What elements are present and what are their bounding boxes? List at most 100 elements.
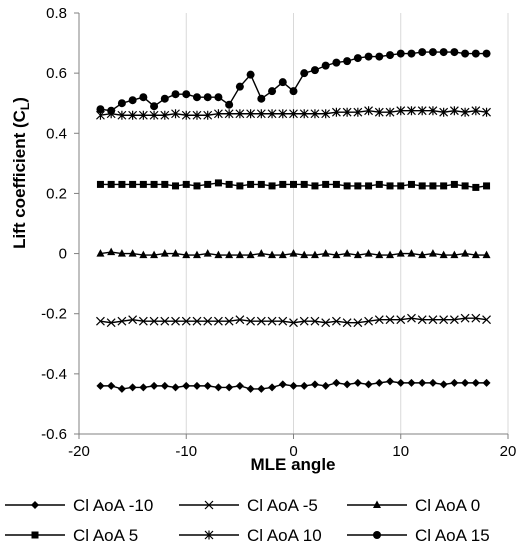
legend: Cl AoA -10 Cl AoA -5 Cl AoA 0 Cl AoA 5 Cl Ao… bbox=[5, 496, 490, 545]
data-point bbox=[267, 109, 277, 119]
data-point bbox=[299, 109, 309, 119]
data-point bbox=[482, 250, 491, 259]
data-point bbox=[428, 106, 438, 116]
data-point bbox=[364, 249, 373, 257]
data-point bbox=[396, 249, 405, 257]
data-point bbox=[396, 315, 406, 325]
data-point bbox=[386, 51, 395, 60]
data-point bbox=[300, 381, 309, 390]
data-point bbox=[182, 250, 191, 259]
data-point bbox=[396, 49, 405, 58]
axes bbox=[74, 12, 509, 439]
data-point bbox=[331, 107, 341, 117]
data-point bbox=[482, 107, 491, 117]
data-point bbox=[257, 384, 266, 393]
y-axis-title: Lift coefficient (CL) bbox=[10, 97, 32, 249]
data-point bbox=[482, 378, 491, 387]
data-point bbox=[128, 96, 137, 105]
legend-item: Cl AoA 5 bbox=[5, 526, 138, 545]
data-point bbox=[225, 383, 234, 392]
data-point bbox=[321, 381, 330, 390]
data-point bbox=[117, 110, 127, 120]
data-point bbox=[160, 381, 169, 390]
data-point bbox=[182, 381, 191, 390]
legend-marker bbox=[373, 500, 381, 508]
data-point bbox=[139, 383, 148, 392]
data-point bbox=[439, 380, 448, 389]
data-point bbox=[332, 180, 340, 188]
data-point bbox=[214, 93, 223, 102]
data-point bbox=[343, 380, 352, 389]
data-point bbox=[150, 381, 159, 390]
data-point bbox=[214, 250, 223, 259]
data-point bbox=[429, 182, 437, 190]
data-point bbox=[181, 316, 191, 326]
data-point bbox=[214, 383, 223, 392]
data-point bbox=[440, 182, 448, 190]
y-axis-title-subscript: L bbox=[18, 103, 32, 110]
data-point bbox=[149, 110, 159, 120]
data-point bbox=[450, 378, 459, 387]
data-point bbox=[396, 106, 406, 116]
data-point bbox=[461, 249, 470, 257]
data-point bbox=[449, 106, 459, 116]
data-point bbox=[332, 58, 341, 67]
data-point bbox=[471, 49, 480, 58]
data-point bbox=[257, 180, 265, 188]
data-point bbox=[203, 93, 212, 102]
data-point bbox=[439, 107, 449, 117]
data-point bbox=[439, 250, 448, 259]
legend-item: Cl AoA -10 bbox=[5, 496, 153, 515]
y-tick-label: -0.2 bbox=[41, 306, 67, 323]
data-point bbox=[150, 250, 159, 259]
data-point bbox=[268, 87, 277, 96]
data-point bbox=[483, 182, 491, 190]
data-point bbox=[364, 106, 373, 116]
data-point bbox=[450, 48, 459, 57]
data-point bbox=[107, 381, 116, 390]
data-point bbox=[192, 316, 202, 326]
data-point bbox=[203, 110, 213, 120]
data-point bbox=[139, 180, 147, 188]
data-point bbox=[289, 318, 298, 328]
data-point bbox=[192, 93, 201, 102]
legend-marker bbox=[31, 531, 39, 539]
data-point bbox=[278, 109, 288, 119]
data-point bbox=[106, 318, 116, 328]
legend-item: Cl AoA 10 bbox=[179, 526, 322, 545]
data-point bbox=[418, 250, 427, 259]
data-point bbox=[149, 316, 159, 326]
data-point bbox=[365, 182, 373, 190]
data-point bbox=[472, 183, 480, 191]
legend-label: Cl AoA 5 bbox=[73, 526, 138, 545]
data-point bbox=[138, 110, 148, 120]
data-point bbox=[139, 93, 148, 102]
data-point bbox=[397, 182, 405, 190]
data-point bbox=[289, 109, 298, 119]
data-point bbox=[289, 249, 298, 257]
data-point bbox=[300, 250, 309, 259]
legend-item: Cl AoA 0 bbox=[347, 496, 480, 515]
y-tick-label: 0 bbox=[59, 246, 67, 263]
data-point bbox=[460, 313, 470, 323]
data-point bbox=[332, 250, 341, 259]
data-point bbox=[353, 250, 362, 259]
data-point bbox=[161, 180, 169, 188]
data-point bbox=[278, 78, 287, 87]
data-point bbox=[182, 90, 191, 99]
data-point bbox=[246, 384, 255, 393]
data-point bbox=[471, 313, 481, 323]
data-point bbox=[192, 250, 201, 259]
data-point bbox=[150, 180, 158, 188]
data-point bbox=[439, 315, 449, 325]
data-point bbox=[203, 381, 212, 390]
data-point bbox=[160, 249, 169, 257]
data-point bbox=[267, 316, 277, 326]
data-point bbox=[160, 110, 170, 120]
y-tick-label: -0.6 bbox=[41, 426, 67, 443]
legend-marker bbox=[31, 501, 39, 509]
data-point bbox=[171, 109, 180, 119]
data-point bbox=[332, 378, 341, 387]
